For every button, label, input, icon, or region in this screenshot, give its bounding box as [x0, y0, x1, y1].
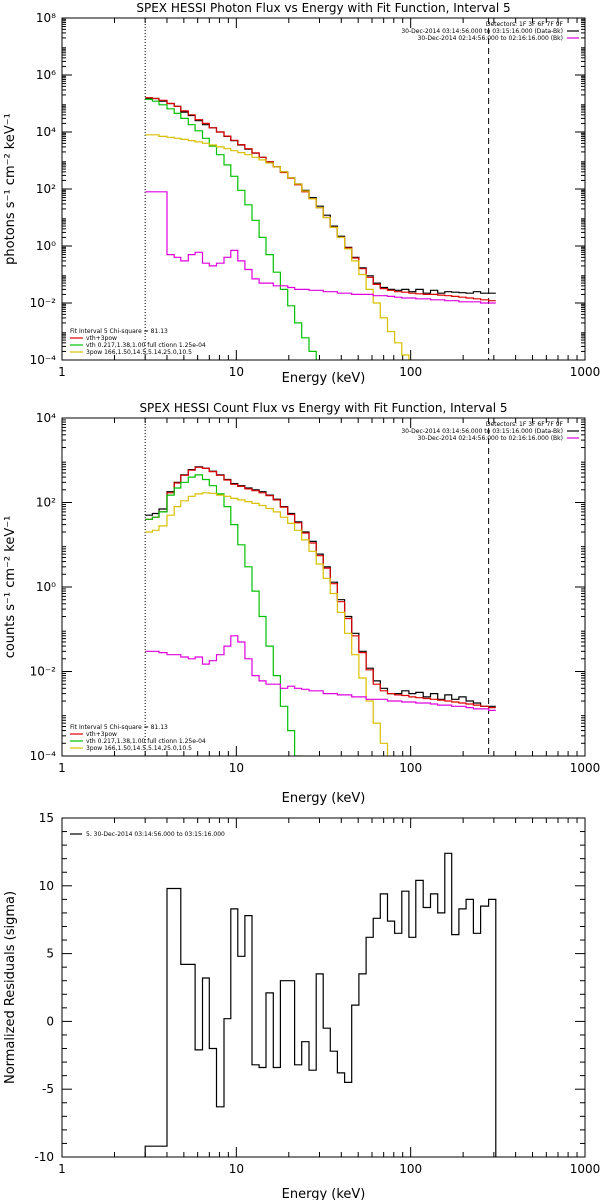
legend-top-left-entry: 5. 30-Dec-2014 03:14:56.000 to 03:15:16.… — [86, 831, 225, 838]
x-tick-label: 10 — [229, 761, 244, 775]
legend-bottom-left-entry: vth 0.217,1.38,1.00 full ctionn 1.25e-04 — [86, 738, 206, 745]
y-tick-label: 10⁴ — [36, 411, 56, 425]
y-axis-label: Normalized Residuals (sigma) — [3, 891, 18, 1084]
chart-title: SPEX HESSI Count Flux vs Energy with Fit… — [139, 401, 507, 415]
legend-top-right-entry: Detectors: 1F 3F 6F 7F 9F — [486, 421, 564, 428]
legend-bottom-left-entry: 3pow 166,1.50,14.5,5.14,25.0,10.5 — [86, 349, 192, 356]
plot-frame — [61, 817, 586, 1158]
series-3pow — [145, 134, 410, 360]
y-tick-label: 10⁰ — [36, 239, 56, 253]
legend-bottom-left-entry: vth+3pow — [86, 335, 117, 342]
y-tick-label: 10² — [36, 496, 56, 510]
series-bk — [145, 191, 496, 304]
legend-top-right-entry: Detectors: 1F 3F 6F 7F 9F — [486, 21, 564, 28]
x-tick-label: 1000 — [570, 761, 600, 775]
series-group — [145, 466, 496, 756]
y-tick-label: 10⁰ — [36, 580, 56, 594]
x-tick-label: 1 — [58, 365, 66, 379]
y-tick-label: 10⁻⁴ — [30, 749, 57, 763]
x-axis-label: Energy (keV) — [282, 371, 366, 386]
chart-title: SPEX HESSI Photon Flux vs Energy with Fi… — [136, 1, 510, 15]
y-tick-label: 10⁶ — [36, 68, 56, 82]
y-tick-label: 0 — [46, 1014, 54, 1028]
x-tick-label: 1 — [58, 1162, 66, 1176]
x-tick-label: 1 — [58, 761, 66, 775]
x-tick-label: 1000 — [570, 365, 600, 379]
series-vth-3pow — [145, 97, 496, 302]
series-data-bk — [145, 466, 496, 707]
y-tick-label: 10 — [39, 879, 54, 893]
legend-bottom-left-entry: Fit Interval 5 Chi-square = 81.13 — [70, 328, 168, 335]
x-tick-label: 10 — [229, 365, 244, 379]
legend-bottom-left-entry: vth 0.217,1.38,1.00 full ctionn 1.25e-04 — [86, 342, 206, 349]
series-data-bk — [145, 97, 496, 294]
legend-bottom-left-entry: Fit Interval 5 Chi-square = 81.13 — [70, 724, 168, 731]
x-tick-label: 100 — [399, 761, 422, 775]
legend-bottom-left-entry: vth+3pow — [86, 731, 117, 738]
y-tick-label: 10⁻⁴ — [30, 353, 57, 367]
y-axis-label: counts s⁻¹ cm⁻² keV⁻¹ — [3, 516, 18, 659]
y-tick-label: 10⁸ — [36, 11, 56, 25]
y-tick-label: 10⁴ — [36, 125, 56, 139]
panel-2: SPEX HESSI Count Flux vs Energy with Fit… — [3, 401, 600, 806]
plot-frame — [61, 417, 586, 757]
y-tick-label: -10 — [34, 1150, 54, 1164]
x-tick-label: 10 — [229, 1162, 244, 1176]
y-tick-label: -5 — [42, 1082, 54, 1096]
series-bk — [145, 635, 496, 711]
legend-top-right-entry: 30-Dec-2014 03:14:56.000 to 03:15:16.000… — [401, 428, 563, 435]
panel-1: SPEX HESSI Photon Flux vs Energy with Fi… — [3, 1, 600, 386]
series-group — [145, 97, 496, 360]
legend-bottom-left-entry: 3pow 166,1.50,14.5,5.14,25.0,10.5 — [86, 745, 192, 752]
legend-top-right-entry: 30-Dec-2014 02:14:56.000 to 02:16:16.000… — [418, 435, 563, 442]
y-tick-label: 10² — [36, 182, 56, 196]
panel-3: 1 10 100 1000 -10 -5 0 5 10 15 Energy (keV) Normali… — [3, 811, 600, 1200]
plot-frame — [61, 17, 586, 361]
x-tick-label: 1000 — [570, 1162, 600, 1176]
series-vth-3pow — [145, 466, 496, 709]
x-tick-label: 100 — [399, 1162, 422, 1176]
series-5-30-dec-2014-03-14-56-000-to-03-15-16-000 — [144, 852, 497, 1157]
legend-top-right-entry: 30-Dec-2014 03:14:56.000 to 03:15:16.000… — [401, 28, 563, 35]
y-tick-label: 10⁻² — [30, 665, 57, 679]
x-tick-label: 100 — [399, 365, 422, 379]
series-group — [144, 852, 497, 1157]
series-3pow — [145, 492, 389, 756]
series-vth — [145, 474, 303, 756]
legend-top-right-entry: 30-Dec-2014 02:14:56.000 to 02:16:16.000… — [418, 35, 563, 42]
y-tick-label: 10⁻² — [30, 296, 57, 310]
y-axis-label: photons s⁻¹ cm⁻² keV⁻¹ — [3, 113, 18, 265]
series-vth — [145, 98, 317, 360]
x-axis-label: Energy (keV) — [282, 791, 366, 806]
y-tick-label: 5 — [46, 947, 54, 961]
x-axis-label: Energy (keV) — [282, 1187, 366, 1200]
y-tick-label: 15 — [39, 811, 54, 825]
